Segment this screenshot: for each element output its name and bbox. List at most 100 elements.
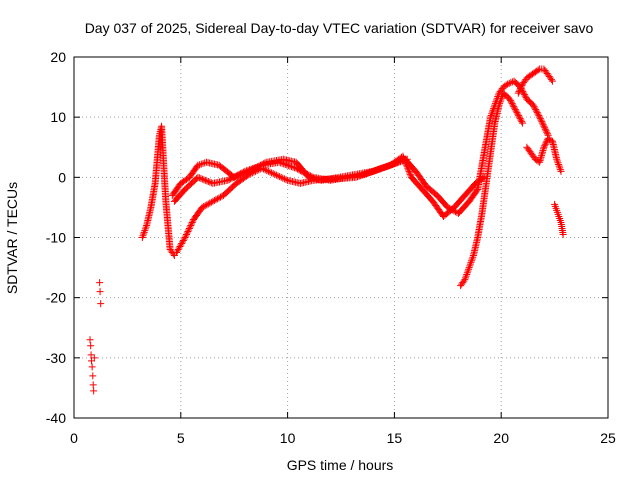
data-point (368, 168, 376, 176)
data-point (531, 104, 539, 112)
data-point (224, 176, 232, 184)
data-point (212, 196, 220, 204)
data-point (518, 118, 526, 126)
data-point (507, 98, 515, 106)
data-point (264, 167, 272, 175)
data-point (395, 158, 403, 166)
data-point (497, 96, 505, 104)
data-point (141, 225, 149, 233)
data-point (194, 161, 202, 169)
data-point (374, 165, 382, 173)
data-point (188, 218, 196, 226)
data-point (232, 172, 240, 180)
data-point (206, 178, 214, 186)
data-point (277, 173, 285, 181)
x-tick-label: 10 (280, 430, 296, 446)
data-point (507, 97, 515, 105)
data-point (235, 170, 243, 178)
series-isolated-early (86, 279, 105, 395)
data-point (404, 164, 412, 172)
data-point (468, 257, 476, 265)
data-point (396, 158, 404, 166)
data-point (542, 139, 550, 147)
data-point (204, 200, 212, 208)
data-point (209, 197, 217, 205)
data-point (299, 168, 307, 176)
data-point (364, 169, 372, 177)
data-point (246, 166, 254, 174)
data-point (540, 122, 548, 130)
data-point (463, 270, 471, 278)
data-point (140, 230, 148, 238)
data-point (543, 130, 551, 138)
data-point (195, 174, 203, 182)
data-point (547, 76, 555, 84)
data-point (538, 119, 546, 127)
data-point (541, 140, 549, 148)
data-point (382, 163, 390, 171)
data-point (487, 113, 495, 121)
data-point (529, 101, 537, 109)
data-point (186, 223, 194, 231)
data-point (517, 116, 525, 124)
data-point (308, 173, 316, 181)
data-point (516, 85, 524, 93)
data-point (237, 170, 245, 178)
grid (74, 57, 608, 418)
data-point (204, 178, 212, 186)
data-point (505, 79, 513, 87)
data-point (185, 226, 193, 234)
data-point (177, 241, 185, 249)
data-point (247, 165, 255, 173)
data-point (400, 156, 408, 164)
data-point (234, 171, 242, 179)
data-point (196, 161, 204, 169)
data-point (213, 195, 221, 203)
data-point (532, 107, 540, 115)
data-point (278, 159, 286, 167)
data-point (473, 187, 481, 195)
data-point (96, 288, 104, 296)
y-tick-label: 20 (50, 49, 66, 65)
data-point (216, 193, 224, 201)
data-point (553, 157, 561, 165)
data-point (140, 228, 148, 236)
data-point (277, 159, 285, 167)
data-point (534, 110, 542, 118)
data-point (506, 95, 514, 103)
data-point (256, 162, 264, 170)
data-point (399, 152, 407, 160)
data-point (511, 104, 519, 112)
data-point (281, 160, 289, 168)
x-tick-label: 0 (70, 430, 78, 446)
data-point (187, 220, 195, 228)
data-point (210, 197, 218, 205)
data-point (89, 381, 97, 389)
data-point (228, 174, 236, 182)
data-point (512, 107, 520, 115)
data-point (306, 172, 314, 180)
data-point (532, 106, 540, 114)
data-points (86, 65, 567, 395)
y-tick-label: -10 (46, 230, 66, 246)
data-point (510, 103, 518, 111)
data-point (90, 387, 98, 395)
data-point (536, 113, 544, 121)
data-point (541, 142, 549, 150)
data-point (376, 165, 384, 173)
data-point (504, 80, 512, 88)
x-tick-label: 5 (177, 430, 185, 446)
data-point (88, 363, 96, 371)
y-tick-label: -30 (46, 350, 66, 366)
data-point (142, 223, 150, 231)
data-point (203, 177, 211, 185)
data-point (538, 118, 546, 126)
data-point (393, 159, 401, 167)
data-point (533, 109, 541, 117)
data-point (239, 168, 247, 176)
data-point (360, 170, 368, 178)
data-point (466, 260, 474, 268)
data-point (520, 91, 528, 99)
data-point (537, 116, 545, 124)
